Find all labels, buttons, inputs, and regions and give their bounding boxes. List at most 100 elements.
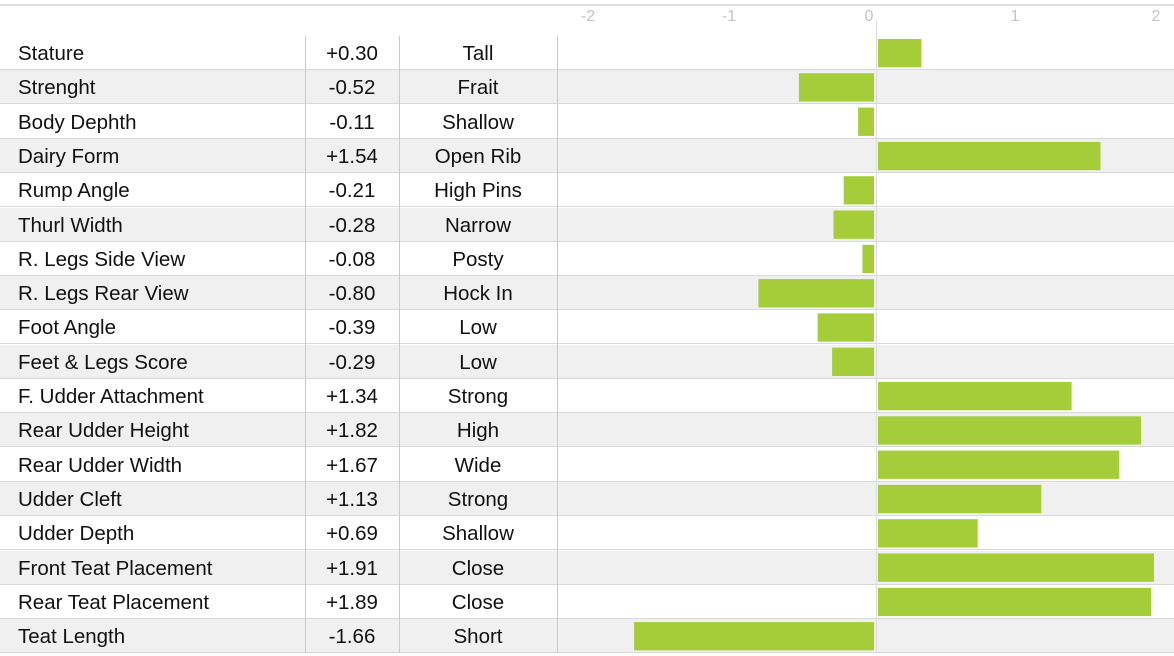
table-row: Rear Udder Height +1.82 High — [0, 413, 1174, 448]
trait-value: -0.11 — [329, 110, 375, 134]
row-divider — [0, 617, 1174, 619]
row-divider — [0, 549, 1174, 551]
table-row: Udder Depth +0.69 Shallow — [0, 516, 1174, 551]
x-tick-label: -2 — [580, 8, 596, 25]
x-tick-label: 1 — [1010, 8, 1020, 25]
table-row: Udder Cleft +1.13 Strong — [0, 481, 1174, 516]
trait-descriptor: Frait — [457, 76, 499, 100]
trait-label: Front Teat Placement — [18, 556, 213, 580]
trait-descriptor: Tall — [462, 42, 494, 65]
row-divider — [0, 274, 1174, 276]
trait-label: F. Udder Attachment — [18, 385, 204, 408]
trait-value: +1.82 — [326, 419, 378, 443]
trait-label: R. Legs Rear View — [18, 282, 189, 306]
trait-label: Udder Depth — [18, 522, 135, 546]
row-divider — [0, 480, 1174, 482]
row-divider — [0, 377, 1174, 379]
row-divider — [0, 206, 1174, 208]
trait-label: Feet & Legs Score — [18, 350, 188, 374]
table-row: Front Teat Placement +1.91 Close — [0, 550, 1174, 585]
table-row: Body Dephth -0.11 Shallow — [0, 105, 1174, 139]
table-row: Thurl Width -0.28 Narrow — [0, 207, 1174, 242]
trait-value: -0.21 — [328, 179, 376, 203]
x-tick-label: 2 — [1151, 8, 1161, 25]
row-divider — [0, 240, 1174, 242]
table-row: Rump Angle -0.21 High Pins — [0, 173, 1174, 208]
trait-label: Thurl Width — [18, 213, 123, 237]
trait-label: R. Legs Side View — [18, 247, 186, 271]
trait-descriptor: Hock In — [443, 282, 513, 306]
x-tick-label: -1 — [721, 8, 737, 25]
column-divider — [399, 36, 400, 654]
trait-label: Foot Angle — [18, 316, 117, 340]
trait-value: -0.39 — [328, 316, 376, 340]
table-row: Rear Teat Placement +1.89 Close — [0, 585, 1174, 619]
row-divider — [0, 652, 1174, 654]
trait-descriptor: Narrow — [444, 213, 512, 237]
trait-label: Rear Teat Placement — [18, 590, 210, 614]
trait-value: -1.66 — [328, 625, 376, 649]
row-divider — [0, 583, 1174, 585]
column-divider — [305, 36, 306, 654]
top-rule — [0, 4, 1174, 6]
trait-descriptor: Posty — [452, 247, 504, 271]
table-row: Feet & Legs Score -0.29 Low — [0, 344, 1174, 379]
trait-value: +1.54 — [326, 144, 378, 168]
trait-label: Rear Udder Height — [18, 419, 189, 443]
row-divider — [0, 343, 1174, 345]
trait-descriptor: Low — [459, 316, 497, 340]
table-row: Rear Udder Width +1.67 Wide — [0, 448, 1174, 482]
row-divider — [0, 103, 1174, 105]
row-divider — [0, 412, 1174, 413]
trait-value: -0.52 — [328, 76, 376, 100]
trait-table: Stature +0.30 Tall Strenght -0.52 Frait Body D… — [0, 36, 1174, 654]
trait-descriptor: Wide — [454, 453, 502, 477]
row-divider — [0, 514, 1174, 516]
table-row: R. Legs Side View -0.08 Posty — [0, 242, 1174, 276]
trait-descriptor: High Pins — [434, 179, 522, 203]
trait-label: Strenght — [18, 76, 96, 100]
column-divider — [557, 36, 558, 654]
trait-descriptor: High — [456, 419, 500, 443]
table-row: Teat Length -1.66 Short — [0, 619, 1174, 654]
row-divider — [0, 171, 1174, 173]
trait-value: +1.34 — [326, 385, 378, 408]
table-row: Foot Angle -0.39 Low — [0, 310, 1174, 345]
x-tick-label: 0 — [864, 8, 874, 25]
trait-value: +1.91 — [326, 556, 378, 580]
table-row: F. Udder Attachment +1.34 Strong — [0, 379, 1174, 413]
trait-descriptor: Close — [451, 556, 505, 580]
trait-value: -0.80 — [328, 282, 376, 306]
trait-value: -0.29 — [328, 350, 376, 374]
trait-value: -0.08 — [328, 247, 376, 271]
trait-descriptor: Close — [451, 590, 505, 614]
axis-header: -2 -1 0 1 2 — [0, 0, 1174, 36]
table-row: R. Legs Rear View -0.80 Hock In — [0, 276, 1174, 311]
trait-descriptor: Strong — [447, 487, 509, 511]
trait-label: Body Dephth — [18, 110, 137, 134]
table-row: Stature +0.30 Tall — [0, 36, 1174, 70]
trait-label: Rear Udder Width — [18, 453, 183, 477]
row-divider — [0, 309, 1174, 311]
trait-value: +0.30 — [326, 42, 378, 65]
trait-label: Teat Length — [18, 625, 126, 649]
trait-descriptor: Open Rib — [434, 144, 522, 168]
trait-label: Stature — [18, 42, 85, 65]
trait-label: Dairy Form — [18, 144, 120, 168]
trait-descriptor: Low — [459, 350, 497, 374]
table-row: Dairy Form +1.54 Open Rib — [0, 138, 1174, 173]
trait-value: -0.28 — [328, 213, 376, 237]
row-divider — [0, 446, 1174, 448]
trait-value: +1.67 — [326, 453, 378, 477]
row-divider — [0, 137, 1174, 139]
trait-descriptor: Strong — [447, 385, 509, 408]
row-divider — [0, 69, 1174, 70]
trait-value: +1.13 — [326, 487, 378, 511]
trait-label: Rump Angle — [18, 179, 130, 203]
trait-descriptor: Short — [453, 625, 503, 649]
trait-descriptor: Shallow — [442, 110, 514, 134]
trait-value: +0.69 — [326, 522, 378, 546]
table-row: Strenght -0.52 Frait — [0, 70, 1174, 105]
trait-label: Udder Cleft — [18, 487, 122, 511]
trait-descriptor: Shallow — [442, 522, 514, 546]
